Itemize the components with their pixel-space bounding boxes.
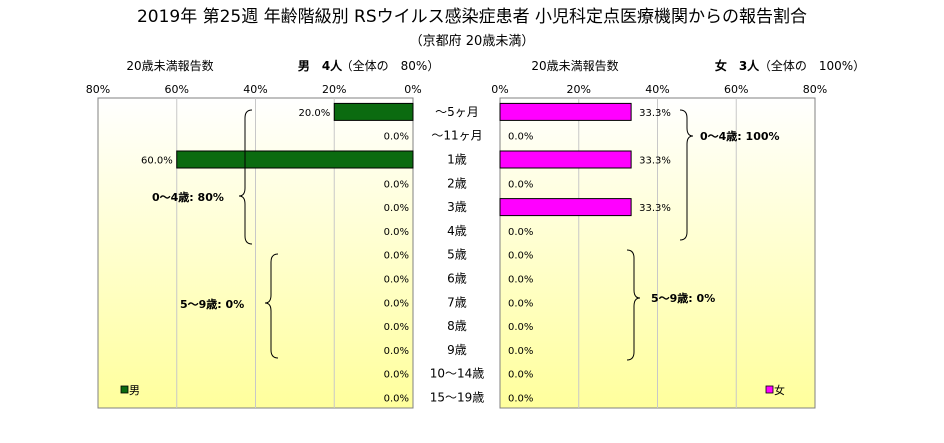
data-labels: 20.0% 33.3% 0.0% 0.0% 60.0% 33.3% 0.0% 0.0% 0.0%… — [141, 108, 671, 405]
female-bar — [499, 102, 632, 121]
male-0-4-annotation: 0～4歳: 80% — [152, 190, 224, 204]
female-5-9-annotation: 5～9歳: 0% — [651, 291, 715, 305]
category-label: 15～19歳 — [430, 391, 485, 405]
chart-title: 2019年 第25週 年齢階級別 RSウイルス感染症患者 小児科定点医療機関から… — [137, 7, 807, 27]
male-x-tick-label: 80% — [86, 83, 110, 96]
category-label: 6歳 — [447, 272, 467, 286]
female-legend-swatch — [765, 385, 774, 394]
category-label: 9歳 — [447, 343, 467, 357]
male-value-label: 0.0% — [384, 251, 409, 262]
male-value-label: 0.0% — [384, 275, 409, 286]
female-value-label: 0.0% — [508, 298, 533, 309]
female-value-label: 0.0% — [508, 394, 533, 405]
female-value-label: 0.0% — [508, 322, 533, 333]
female-0-4-brace — [679, 109, 694, 241]
male-5-9-annotation: 5～9歳: 0% — [180, 297, 244, 311]
female-0-4-annotation: 0～4歳: 100% — [700, 129, 780, 143]
category-label: 1歳 — [447, 153, 467, 167]
grid-lines — [176, 98, 737, 408]
male-0-4-brace — [238, 109, 253, 245]
female-bar — [499, 198, 632, 217]
category-label: 7歳 — [447, 295, 467, 309]
male-legend-label: 男 — [129, 384, 140, 397]
male-legend-swatch — [120, 385, 129, 394]
category-label: ～11ヶ月 — [431, 129, 482, 143]
male-value-label: 0.0% — [384, 203, 409, 214]
category-label: 3歳 — [447, 200, 467, 214]
female-value-label: 0.0% — [508, 227, 533, 238]
female-x-tick-label: 40% — [645, 83, 669, 96]
category-label: 10～14歳 — [430, 367, 485, 381]
category-label: 8歳 — [447, 319, 467, 333]
bars — [176, 102, 632, 217]
male-bar — [176, 150, 414, 169]
female-value-label: 33.3% — [639, 203, 671, 214]
female-5-9-brace — [626, 249, 641, 361]
male-value-label: 0.0% — [384, 227, 409, 238]
female-x-tick-label: 20% — [567, 83, 591, 96]
male-x-tick-label: 60% — [165, 83, 189, 96]
male-count: 男 4人 — [298, 58, 343, 73]
female-value-label: 0.0% — [508, 132, 533, 143]
male-report-label: 20歳未満報告数 — [126, 58, 213, 73]
male-value-label: 0.0% — [384, 132, 409, 143]
male-x-tick-label: 0% — [404, 83, 421, 96]
female-x-tick-label: 60% — [724, 83, 748, 96]
category-label: 2歳 — [447, 176, 467, 190]
category-label: 4歳 — [447, 224, 467, 238]
category-label: ～5ヶ月 — [435, 105, 479, 119]
male-share: （全体の 80%） — [341, 58, 440, 73]
axis-ticks: 80% 0% 60% 20% 40% 40% 20% 60% 0% 80% — [86, 83, 827, 96]
female-value-label: 0.0% — [508, 370, 533, 381]
male-value-label: 0.0% — [384, 322, 409, 333]
female-value-label: 0.0% — [508, 179, 533, 190]
male-value-label: 0.0% — [384, 298, 409, 309]
female-x-tick-label: 0% — [491, 83, 508, 96]
male-5-9-brace — [264, 253, 279, 359]
female-value-label: 0.0% — [508, 251, 533, 262]
male-value-label: 0.0% — [384, 394, 409, 405]
chart-subtitle: （京都府 20歳未満） — [410, 34, 535, 49]
female-value-label: 0.0% — [508, 275, 533, 286]
male-value-label: 0.0% — [384, 370, 409, 381]
male-x-tick-label: 40% — [243, 83, 267, 96]
male-x-tick-label: 20% — [322, 83, 346, 96]
female-share: （全体の 100%） — [759, 58, 865, 73]
category-label: 5歳 — [447, 248, 467, 262]
female-value-label: 33.3% — [639, 108, 671, 119]
male-bar — [333, 102, 414, 121]
female-report-label: 20歳未満報告数 — [531, 58, 618, 73]
male-value-label: 0.0% — [384, 179, 409, 190]
category-labels: ～5ヶ月 ～11ヶ月 1歳 2歳 3歳 4歳 5歳 6歳 7歳 8歳 9歳 10～14歳 15～19歳 — [430, 105, 485, 405]
female-bar — [499, 150, 632, 169]
female-value-label: 0.0% — [508, 346, 533, 357]
male-value-label: 0.0% — [384, 346, 409, 357]
female-legend-label: 女 — [774, 383, 785, 397]
male-value-label: 60.0% — [141, 156, 173, 167]
female-count: 女 3人 — [715, 58, 760, 73]
female-x-tick-label: 80% — [803, 83, 827, 96]
female-value-label: 33.3% — [639, 156, 671, 167]
male-value-label: 20.0% — [298, 108, 330, 119]
